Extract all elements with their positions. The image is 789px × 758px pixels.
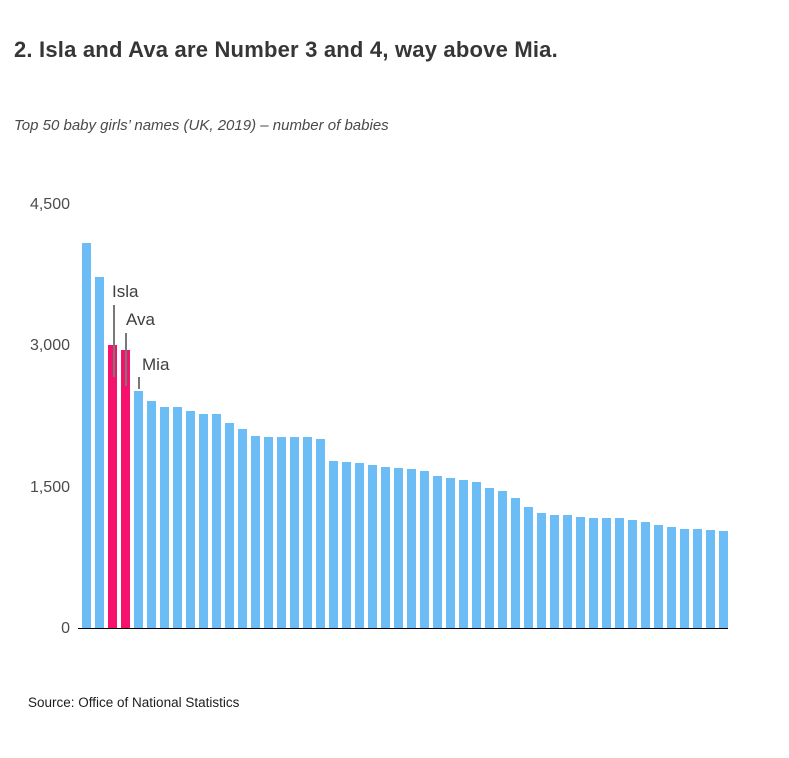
bar-rank-1 bbox=[82, 243, 91, 628]
bar-rank-32 bbox=[485, 488, 494, 628]
bar-rank-15 bbox=[264, 437, 273, 628]
chart-subtitle: Top 50 baby girls’ names (UK, 2019) – nu… bbox=[14, 117, 389, 134]
x-axis-baseline bbox=[78, 627, 728, 629]
bar-rank-22 bbox=[355, 463, 364, 628]
bar-rank-19 bbox=[316, 439, 325, 628]
bar-rank-24 bbox=[381, 467, 390, 628]
bar-rank-40 bbox=[589, 518, 598, 628]
bar-rank-14 bbox=[251, 436, 260, 628]
bar-rank-36 bbox=[537, 513, 546, 628]
bar-rank-50 bbox=[719, 531, 728, 628]
bar-rank-20 bbox=[329, 461, 338, 628]
bar-isla bbox=[108, 345, 117, 628]
bar-rank-9 bbox=[186, 411, 195, 628]
bar-rank-44 bbox=[641, 522, 650, 628]
bar-rank-31 bbox=[472, 482, 481, 628]
bar-rank-27 bbox=[420, 471, 429, 628]
bar-rank-35 bbox=[524, 507, 533, 628]
bar-rank-43 bbox=[628, 520, 637, 628]
bar-rank-8 bbox=[173, 407, 182, 628]
bar-mia bbox=[134, 391, 143, 628]
bar-rank-26 bbox=[407, 469, 416, 628]
y-tick-3000: 3,000 bbox=[29, 337, 70, 355]
bar-rank-39 bbox=[576, 517, 585, 628]
bar-rank-23 bbox=[368, 465, 377, 628]
bar-rank-46 bbox=[667, 527, 676, 628]
bar-rank-34 bbox=[511, 498, 520, 628]
bar-rank-49 bbox=[706, 530, 715, 628]
bar-rank-47 bbox=[680, 529, 689, 628]
bar-rank-45 bbox=[654, 525, 663, 628]
chart-title: 2. Isla and Ava are Number 3 and 4, way … bbox=[14, 37, 558, 62]
bar-rank-13 bbox=[238, 429, 247, 628]
bar-rank-48 bbox=[693, 529, 702, 628]
bar-rank-25 bbox=[394, 468, 403, 628]
bar-rank-42 bbox=[615, 518, 624, 628]
bar-rank-30 bbox=[459, 480, 468, 628]
plot-area bbox=[78, 204, 728, 629]
y-tick-4500: 4,500 bbox=[29, 195, 70, 213]
bar-rank-12 bbox=[225, 423, 234, 628]
y-tick-0: 0 bbox=[61, 620, 70, 637]
bar-rank-17 bbox=[290, 437, 299, 628]
bar-rank-2 bbox=[95, 277, 104, 628]
bar-rank-41 bbox=[602, 518, 611, 628]
source-note: Source: Office of National Statistics bbox=[28, 695, 240, 710]
bar-rank-7 bbox=[160, 407, 169, 628]
bar-rank-38 bbox=[563, 515, 572, 628]
bar-rank-6 bbox=[147, 401, 156, 628]
y-axis: 4,500 3,000 1,500 0 bbox=[0, 0, 70, 660]
bar-rank-10 bbox=[199, 414, 208, 628]
bar-rank-29 bbox=[446, 478, 455, 628]
y-tick-1500: 1,500 bbox=[29, 478, 70, 496]
bar-rank-16 bbox=[277, 437, 286, 628]
bar-rank-21 bbox=[342, 462, 351, 628]
bar-rank-11 bbox=[212, 414, 221, 628]
bar-rank-18 bbox=[303, 437, 312, 628]
bar-rank-28 bbox=[433, 476, 442, 628]
bar-rank-37 bbox=[550, 515, 559, 628]
bar-ava bbox=[121, 350, 130, 628]
bar-rank-33 bbox=[498, 491, 507, 628]
